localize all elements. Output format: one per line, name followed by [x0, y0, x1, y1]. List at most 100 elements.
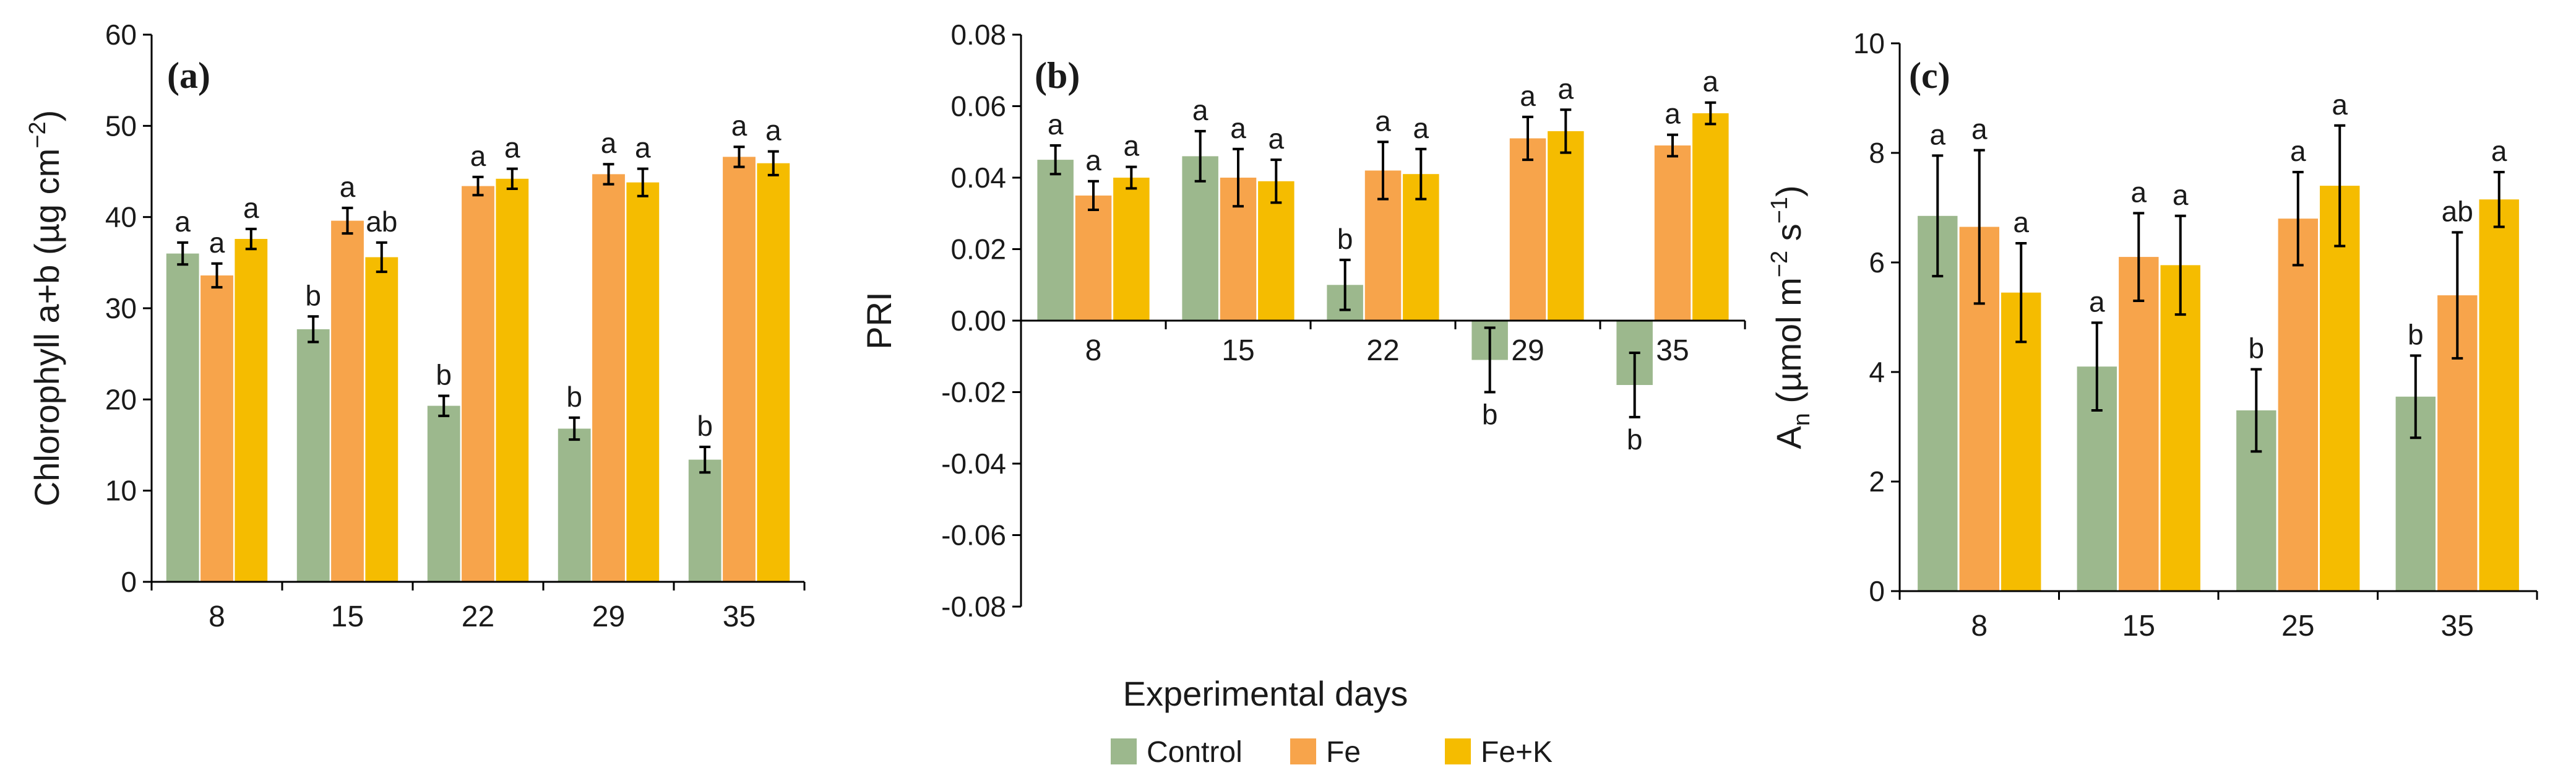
x-tick-label: 15 — [2122, 610, 2155, 642]
significance-label: b — [697, 410, 713, 442]
significance-label: a — [731, 110, 747, 142]
x-tick-label: 35 — [1656, 334, 1689, 367]
y-tick-label: -0.02 — [941, 376, 1006, 409]
significance-label: a — [1520, 80, 1536, 112]
y-tick-label: -0.06 — [941, 519, 1006, 552]
bar-fe-k-15 — [365, 257, 398, 582]
y-tick-label: 40 — [105, 201, 137, 233]
bar-fe-k-22 — [496, 178, 529, 582]
x-tick-label: 15 — [1221, 334, 1254, 367]
significance-label: a — [1413, 112, 1429, 144]
significance-label: b — [305, 279, 321, 311]
y-tick-label: 0.08 — [950, 19, 1006, 51]
y-title-end: ) — [27, 110, 66, 122]
significance-label: a — [2013, 206, 2029, 238]
significance-label: a — [1192, 94, 1208, 126]
significance-label: a — [1558, 72, 1574, 105]
bar-control-8 — [166, 253, 199, 582]
y-title-main: Chlorophyll a+b (µg cm — [27, 149, 66, 507]
y-tick-label: 2 — [1869, 465, 1885, 498]
significance-label: a — [601, 127, 617, 159]
y-tick-label: 0 — [1869, 575, 1885, 607]
y-tick-label: 8 — [1869, 137, 1885, 169]
bar-fe-k-35 — [757, 163, 790, 582]
y-tick-label: 0.04 — [950, 162, 1006, 194]
y-tick-label: 0.02 — [950, 233, 1006, 266]
significance-label: a — [1971, 113, 1988, 145]
y-tick-label: 4 — [1869, 356, 1885, 388]
y-tick-label: 60 — [105, 19, 137, 51]
bar-fe-k-35 — [1692, 113, 1729, 321]
bar-control-15 — [296, 329, 330, 582]
bar-fe-k-15 — [2160, 265, 2200, 591]
significance-label: a — [1269, 123, 1285, 155]
y-title-subscript: n — [1789, 413, 1815, 426]
x-tick-label: 35 — [2441, 610, 2474, 642]
y-tick-label: 10 — [1853, 27, 1885, 59]
panel-label: (c) — [1909, 55, 1950, 96]
y-tick-label: 50 — [105, 110, 137, 142]
legend-label-control: Control — [1147, 736, 1243, 769]
significance-label: a — [1929, 118, 1945, 150]
significance-label: a — [635, 132, 651, 164]
significance-label: a — [1665, 98, 1681, 130]
bar-fe-k-29 — [626, 182, 660, 582]
significance-label: a — [2290, 135, 2306, 167]
y-axis-title: An (µmol m−2 s−1) — [1767, 185, 1815, 449]
bar-fe-k-29 — [1548, 131, 1584, 321]
y-tick-label: 0.00 — [950, 305, 1006, 337]
y-title-superscript: −1 — [1767, 197, 1793, 223]
significance-label: a — [1230, 112, 1246, 144]
y-title-main: A — [1769, 426, 1808, 449]
significance-label: b — [566, 381, 582, 413]
legend: Control Fe Fe+K — [1111, 736, 1553, 769]
legend-swatch-control — [1111, 738, 1137, 764]
bar-fe-15 — [331, 220, 364, 582]
significance-label: a — [2491, 135, 2507, 167]
significance-label: a — [504, 132, 520, 164]
y-tick-label: 0.06 — [950, 90, 1006, 123]
x-tick-label: 29 — [592, 600, 625, 633]
significance-label: b — [436, 358, 452, 391]
significance-label: a — [2332, 89, 2348, 121]
bar-fe-29 — [1509, 138, 1546, 321]
x-tick-label: 22 — [462, 600, 494, 633]
significance-label: a — [1124, 130, 1140, 162]
bar-fe-25 — [2278, 218, 2318, 591]
bar-fe-29 — [592, 174, 625, 582]
bar-control-35 — [688, 459, 722, 582]
x-tick-label: 8 — [209, 600, 225, 633]
bar-fe-k-8 — [1113, 178, 1150, 321]
legend-swatch-fe — [1290, 738, 1316, 764]
x-axis-title: Experimental days — [1123, 674, 1408, 713]
significance-label: ab — [366, 205, 397, 238]
significance-label: a — [2173, 179, 2189, 211]
significance-label: a — [1085, 144, 1101, 176]
y-tick-label: 10 — [105, 475, 137, 507]
significance-label: a — [2130, 176, 2147, 208]
bar-control-22 — [427, 405, 460, 582]
legend-label-fe: Fe — [1326, 736, 1361, 769]
x-tick-label: 25 — [2281, 610, 2314, 642]
significance-label: b — [1337, 223, 1353, 255]
significance-label: a — [340, 171, 356, 203]
bar-control-15 — [1182, 156, 1218, 321]
y-title-superscript: −2 — [25, 121, 51, 148]
significance-label: a — [1375, 105, 1391, 137]
significance-label: b — [2248, 332, 2264, 365]
bar-fe-k-35 — [2479, 199, 2519, 591]
x-tick-label: 8 — [1971, 610, 1988, 642]
bar-fe-35 — [723, 157, 756, 582]
significance-label: a — [2089, 285, 2105, 318]
bar-fe-15 — [2119, 257, 2159, 592]
bar-fe-k-25 — [2320, 186, 2360, 592]
y-tick-label: 6 — [1869, 246, 1885, 279]
significance-label: a — [174, 205, 191, 238]
y-title-main: PRI — [859, 292, 898, 349]
bar-control-8 — [1918, 215, 1958, 591]
y-tick-label: 20 — [105, 383, 137, 415]
significance-label: b — [1482, 399, 1498, 431]
